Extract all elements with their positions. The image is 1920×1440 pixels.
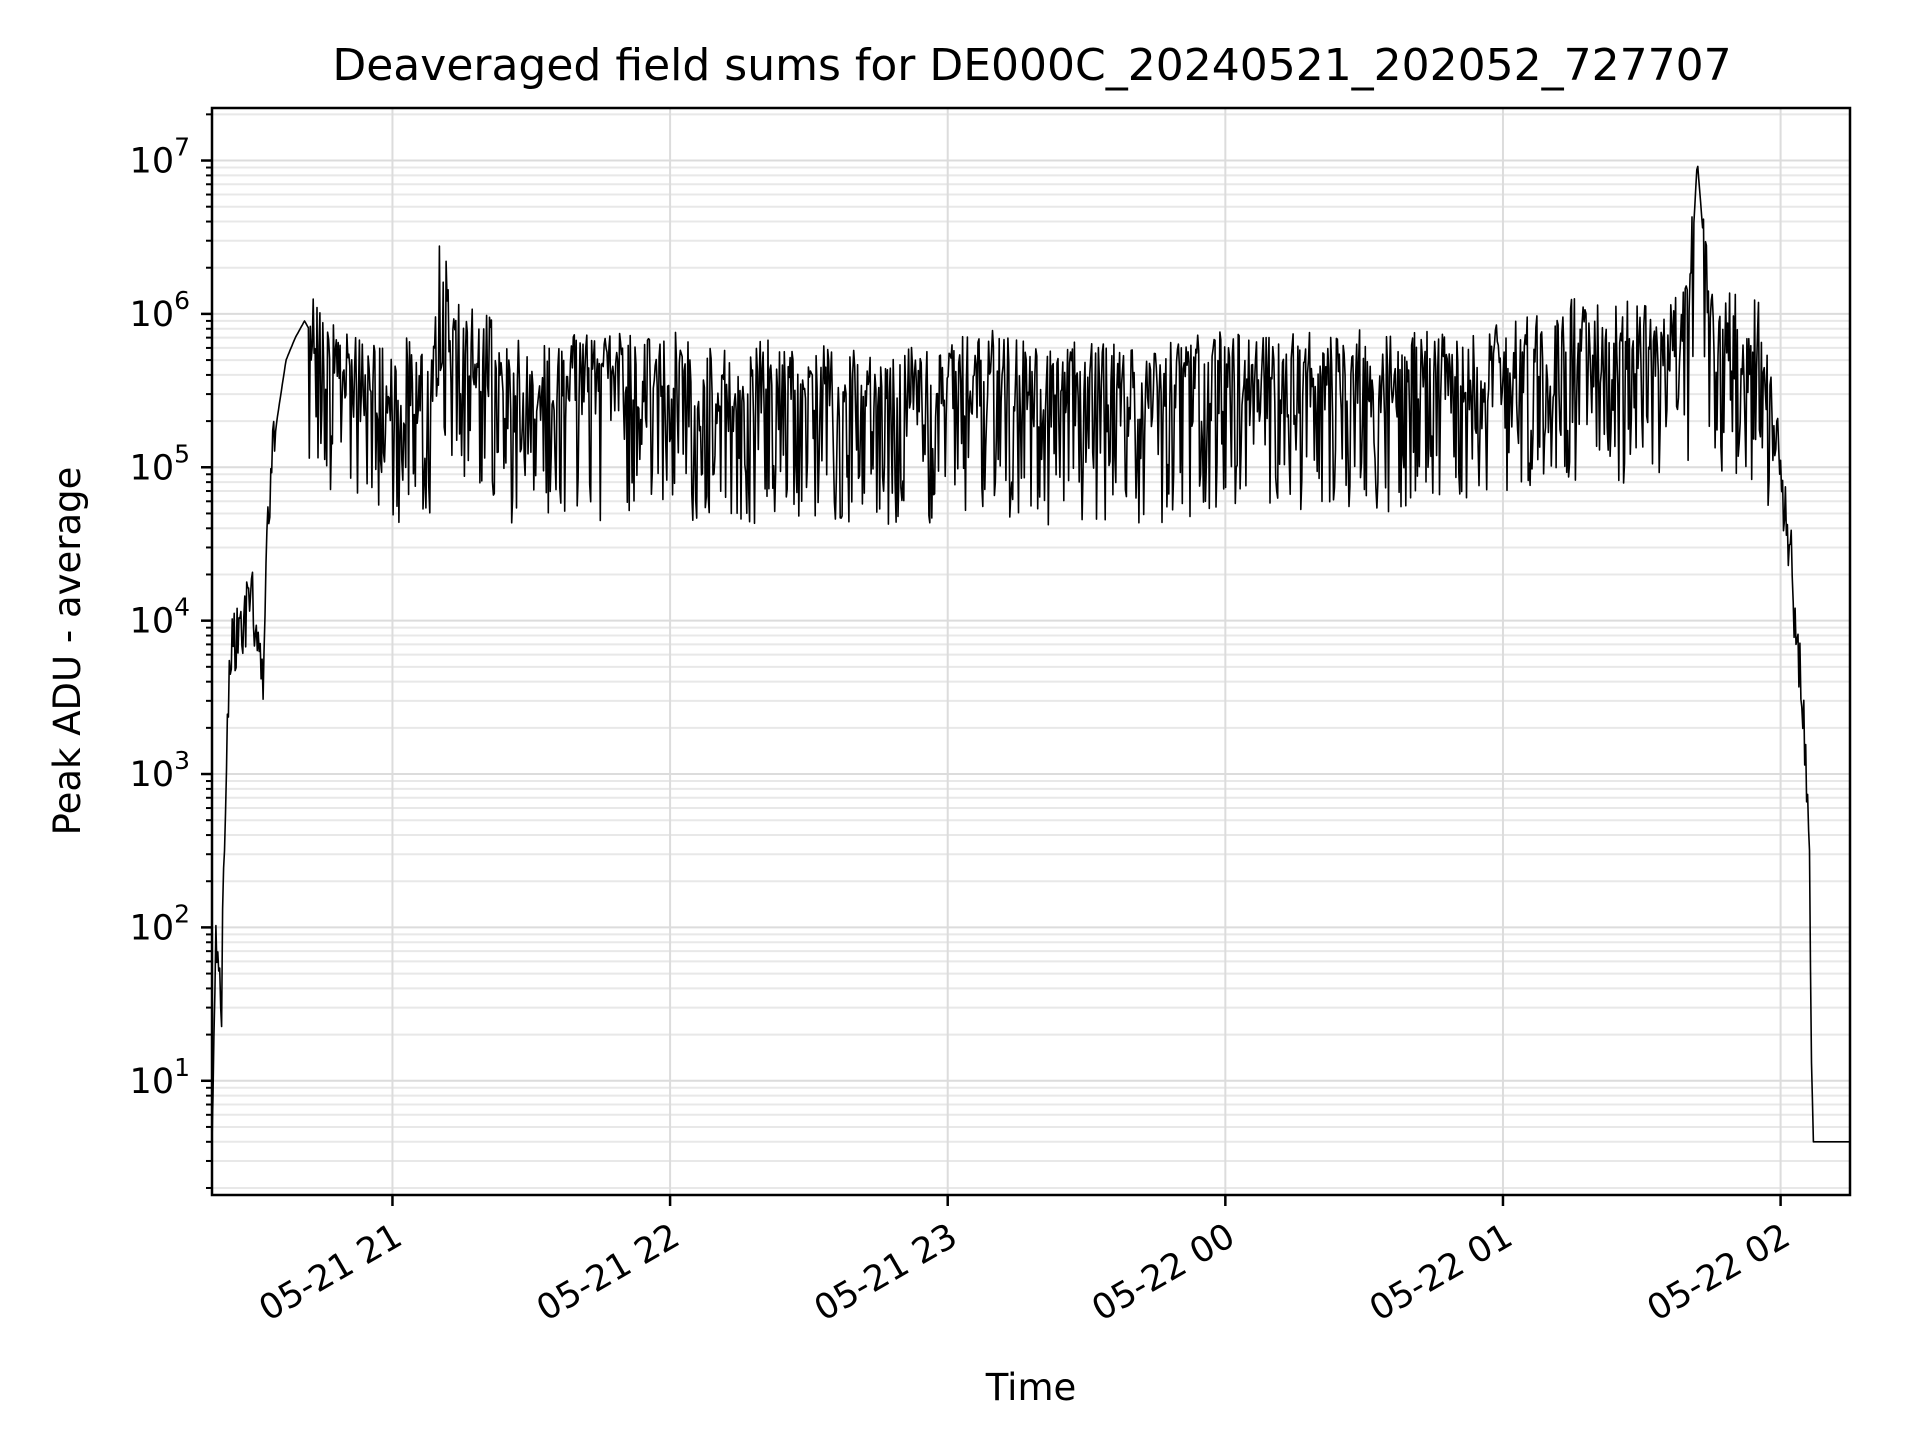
y-tick-label-exponent: 3: [174, 746, 190, 775]
y-tick-label-base: 10: [130, 1062, 175, 1102]
y-tick-label-base: 10: [130, 602, 175, 642]
y-tick-label: 101: [130, 1053, 190, 1102]
series-line: [211, 165, 1850, 1143]
grid-layer: [212, 108, 1850, 1195]
y-tick-label-base: 10: [130, 908, 175, 948]
y-tick-label: 105: [130, 439, 190, 488]
x-axis-label: Time: [985, 1366, 1077, 1409]
plot-frame: [210, 106, 1852, 1197]
y-tick-label-exponent: 6: [174, 286, 190, 315]
y-axis-label: Peak ADU - average: [46, 467, 89, 836]
y-tick-label-exponent: 4: [174, 593, 190, 622]
y-tick-label-exponent: 7: [174, 133, 190, 162]
y-tick-label-base: 10: [130, 755, 175, 795]
y-tick-label-exponent: 1: [174, 1053, 190, 1082]
y-tick-label: 106: [130, 286, 190, 335]
y-tick-label-base: 10: [130, 295, 175, 335]
y-tick-label: 102: [130, 899, 190, 948]
y-tick-label: 103: [130, 746, 190, 795]
chart-title: Deaveraged field sums for DE000C_2024052…: [332, 40, 1731, 91]
y-tick-label: 104: [130, 593, 190, 642]
y-tick-label-base: 10: [130, 448, 175, 488]
data-layer: [211, 165, 1850, 1143]
y-tick-label-base: 10: [130, 142, 175, 182]
y-tick-label-exponent: 2: [174, 899, 190, 928]
y-tick-label: 107: [130, 133, 190, 182]
y-tick-label-exponent: 5: [174, 439, 190, 468]
